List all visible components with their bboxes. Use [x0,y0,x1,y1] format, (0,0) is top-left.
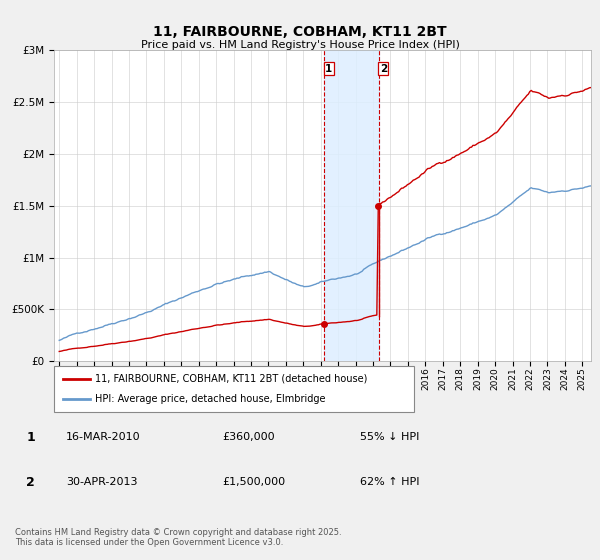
Text: 55% ↓ HPI: 55% ↓ HPI [360,432,419,442]
Text: 16-MAR-2010: 16-MAR-2010 [66,432,140,442]
Text: Contains HM Land Registry data © Crown copyright and database right 2025.
This d: Contains HM Land Registry data © Crown c… [15,528,341,547]
Text: 2: 2 [380,64,387,74]
Text: 1: 1 [26,431,35,444]
Text: £1,500,000: £1,500,000 [222,477,285,487]
Text: 11, FAIRBOURNE, COBHAM, KT11 2BT (detached house): 11, FAIRBOURNE, COBHAM, KT11 2BT (detach… [95,374,368,384]
Text: Price paid vs. HM Land Registry's House Price Index (HPI): Price paid vs. HM Land Registry's House … [140,40,460,50]
Bar [325,50,379,361]
Text: 2: 2 [26,475,35,489]
FancyBboxPatch shape [54,366,414,412]
Text: 1: 1 [325,64,332,74]
Text: 62% ↑ HPI: 62% ↑ HPI [360,477,419,487]
Text: £360,000: £360,000 [222,432,275,442]
Text: HPI: Average price, detached house, Elmbridge: HPI: Average price, detached house, Elmb… [95,394,326,404]
Text: 30-APR-2013: 30-APR-2013 [66,477,137,487]
Text: 11, FAIRBOURNE, COBHAM, KT11 2BT: 11, FAIRBOURNE, COBHAM, KT11 2BT [153,25,447,39]
